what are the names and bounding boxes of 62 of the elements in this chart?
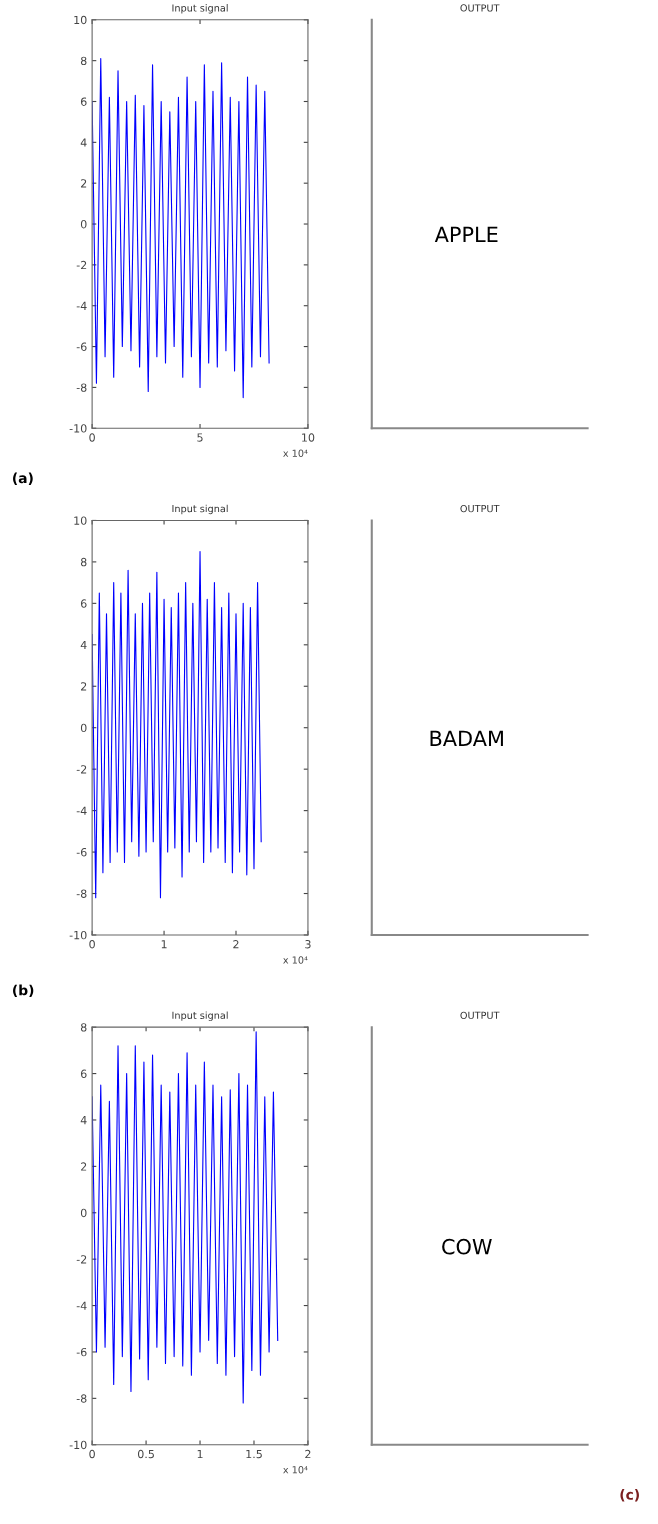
y-tick-label: -4: [76, 806, 87, 815]
line-series: [92, 58, 270, 399]
x-tick-label: 1: [161, 940, 167, 949]
y-tick-label: -10: [69, 424, 87, 433]
x-tick-label: 0: [89, 940, 95, 949]
x-tick-label: 1.5: [246, 1449, 262, 1459]
text: OUTPUT: [460, 4, 500, 12]
y-tick-label: 4: [80, 1116, 87, 1125]
y-tick-label: 8: [80, 56, 87, 66]
line-series: [92, 550, 262, 899]
x-tick-label: 2: [305, 1449, 311, 1459]
y-tick-label: -4: [76, 301, 87, 310]
text: APPLE: [434, 226, 498, 243]
x-tick-label: 3: [305, 940, 311, 949]
y-tick-label: 6: [80, 97, 87, 106]
y-tick-label: -6: [76, 342, 87, 351]
y-tick-label: -4: [76, 1301, 87, 1310]
y-tick-label: -2: [76, 260, 87, 270]
y-tick-label: -10: [69, 1440, 87, 1450]
y-tick-label: -6: [76, 1347, 87, 1357]
x-tick-label: 0: [89, 433, 95, 442]
y-tick-label: 6: [80, 1069, 87, 1078]
y-tick-label: 10: [74, 15, 87, 25]
x-tick-label: 0: [89, 1449, 95, 1459]
text: BADAM: [430, 730, 503, 746]
y-tick-label: 0: [80, 1208, 87, 1218]
y-tick-label: 2: [81, 179, 87, 188]
y-tick-label: 0: [80, 220, 87, 229]
x-tick-label: 1: [197, 1449, 203, 1459]
x-tick-label: 2: [233, 940, 239, 949]
y-tick-label: 2: [81, 1162, 87, 1171]
x-axis-title: x 10⁴: [283, 1466, 308, 1474]
y-tick-label: -8: [76, 383, 87, 392]
chart-title: Input signal: [172, 1011, 228, 1021]
y-tick-label: 4: [80, 138, 87, 147]
text: (c): [620, 1489, 639, 1502]
line-series: [92, 1031, 279, 1404]
x-axis-title: x 10⁴: [283, 449, 308, 457]
y-tick-label: -6: [76, 848, 87, 857]
text: (a): [13, 472, 33, 485]
y-tick-label: 2: [81, 682, 87, 691]
x-tick-label: 0.5: [137, 1449, 154, 1459]
x-axis-title: x 10⁴: [283, 956, 308, 964]
y-tick-label: -2: [76, 765, 87, 774]
y-tick-label: -8: [76, 889, 87, 898]
x-tick-label: 5: [197, 433, 203, 442]
y-tick-label: 6: [80, 599, 87, 608]
text: OUTPUT: [460, 504, 500, 513]
chart-title: Input signal: [172, 504, 228, 515]
y-tick-label: -2: [76, 1255, 87, 1264]
text: COW: [442, 1238, 492, 1255]
text: (b): [13, 984, 34, 997]
y-tick-label: 8: [80, 1023, 87, 1032]
y-tick-label: 8: [80, 557, 87, 567]
y-tick-label: 4: [80, 640, 87, 650]
y-tick-label: 0: [80, 723, 87, 733]
y-tick-label: 10: [74, 516, 87, 525]
x-tick-label: 10: [302, 433, 315, 442]
y-tick-label: -8: [76, 1394, 87, 1403]
text: OUTPUT: [460, 1011, 500, 1019]
chart-title: Input signal: [172, 4, 228, 14]
y-tick-label: -10: [69, 930, 87, 940]
